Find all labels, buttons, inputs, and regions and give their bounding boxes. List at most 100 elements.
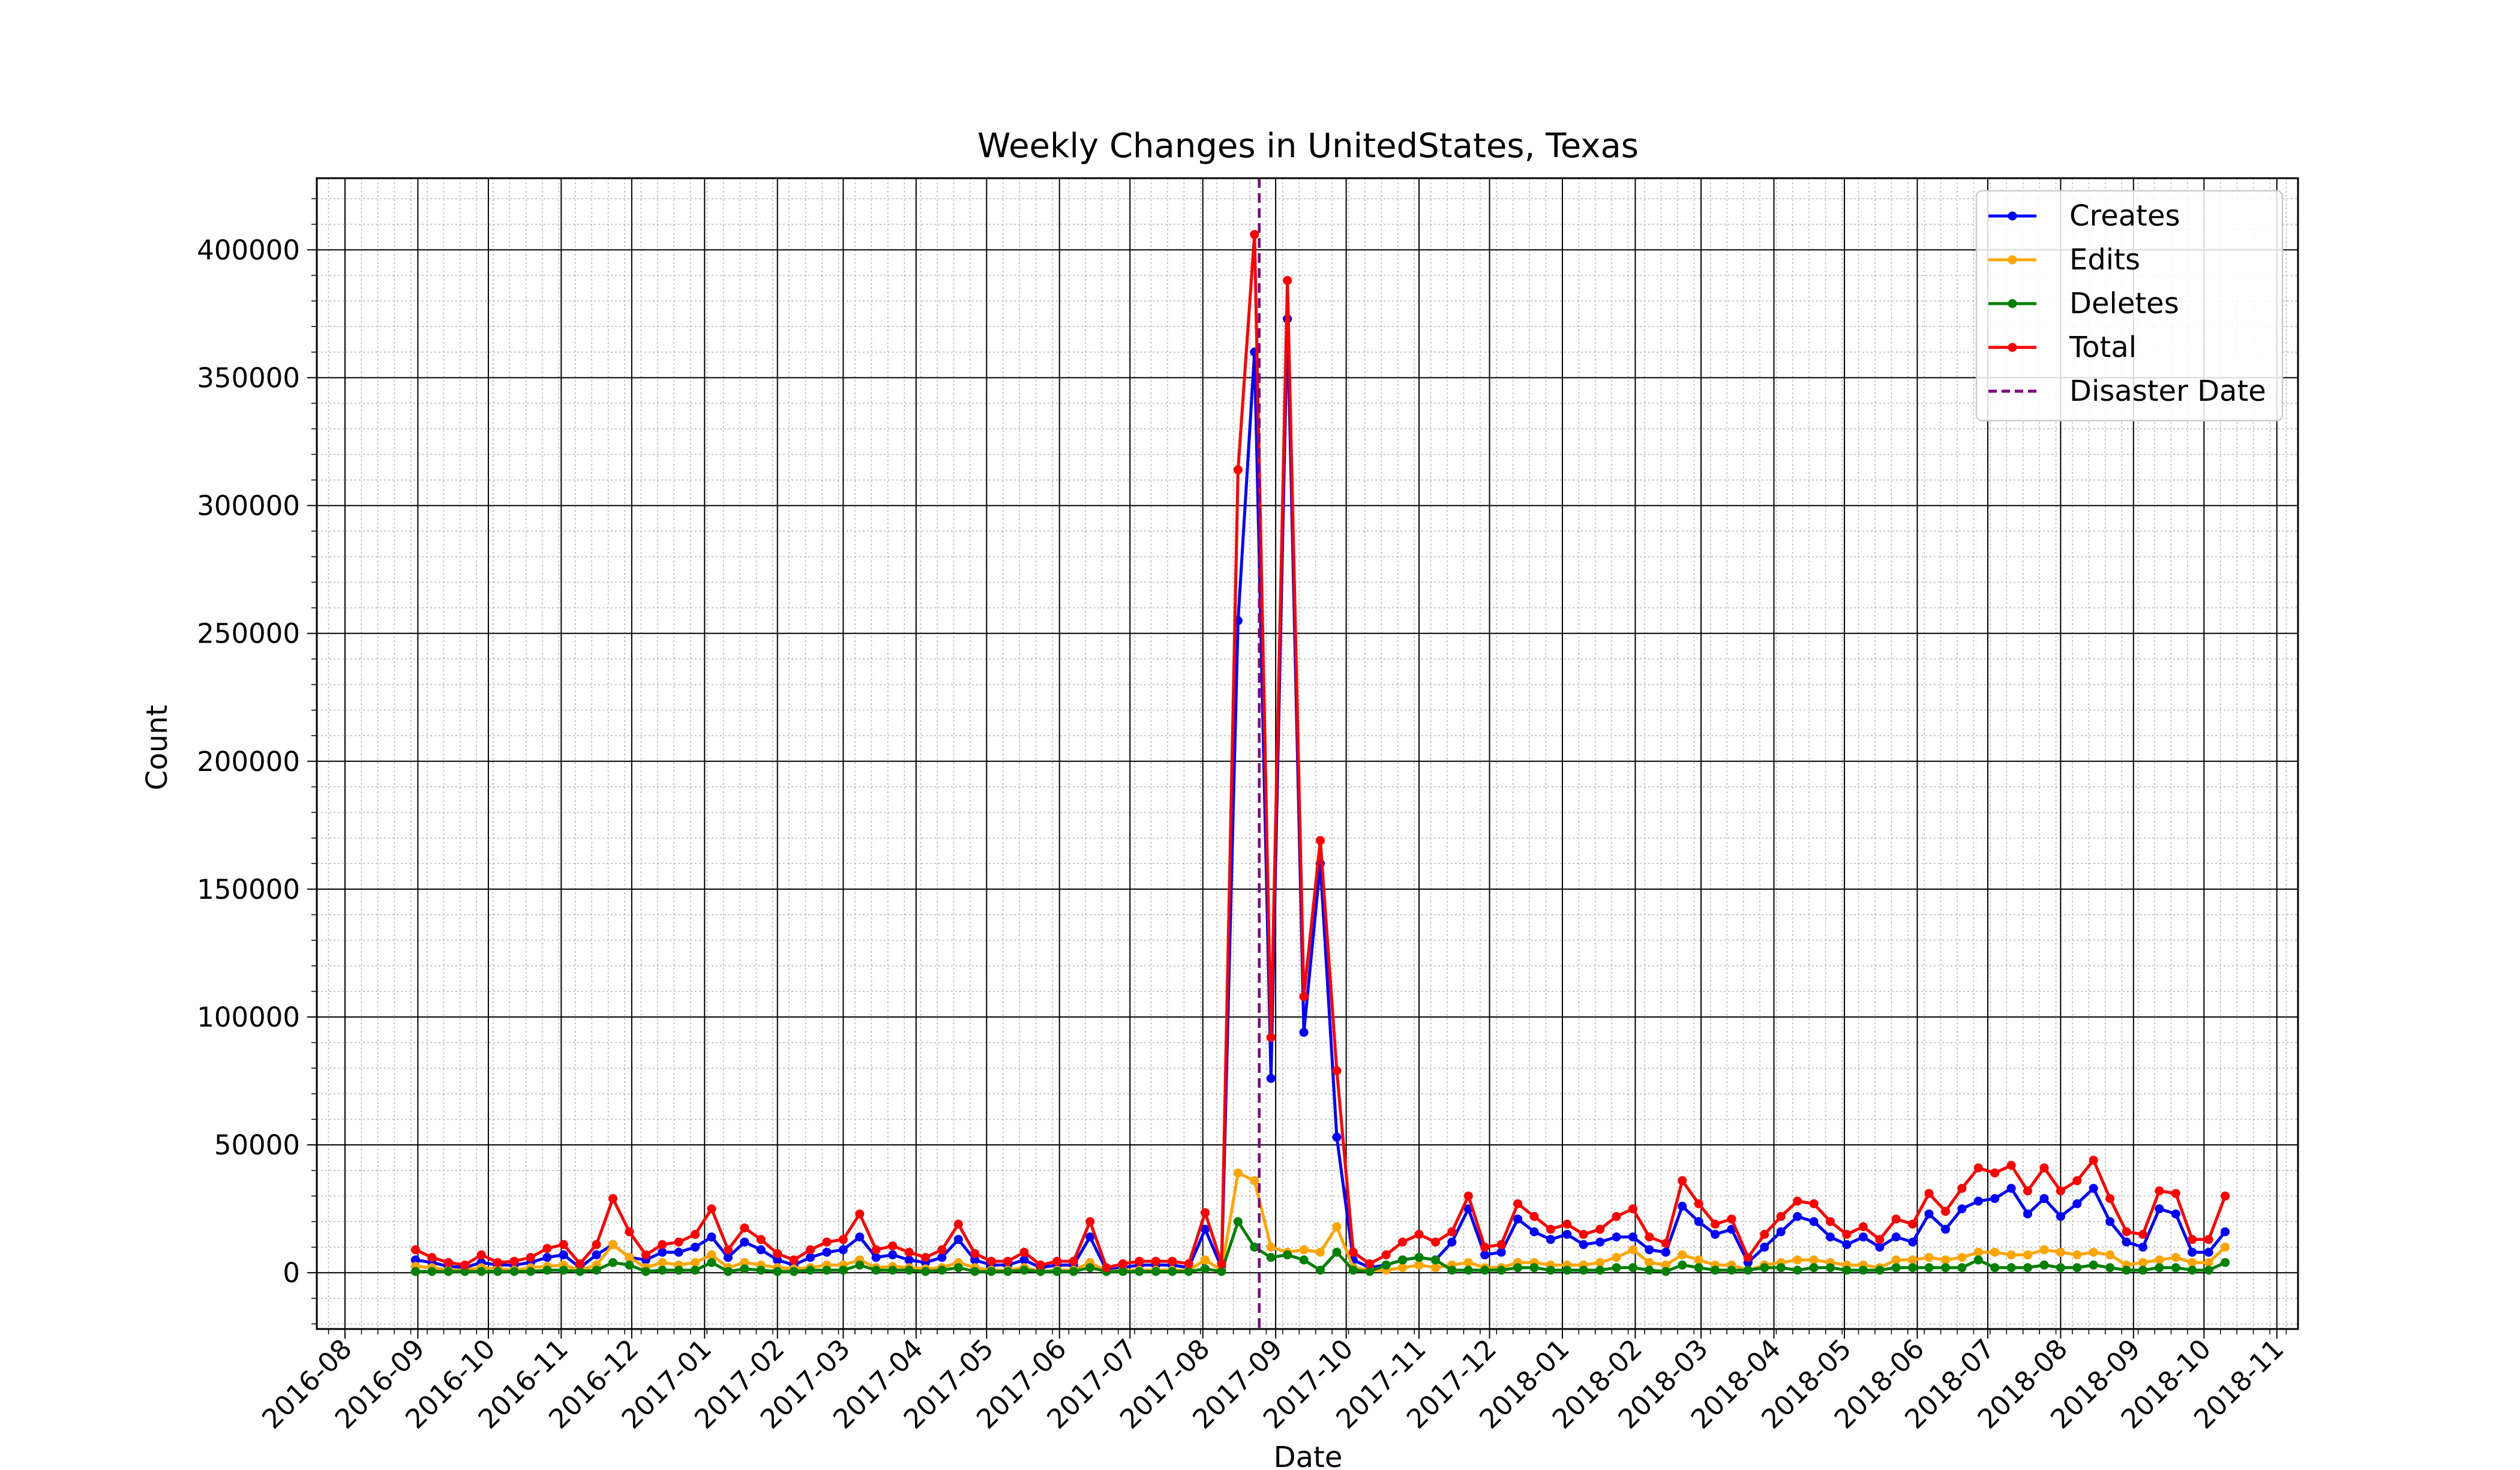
legend-item-total: Total	[1988, 331, 2137, 364]
data-point-total	[625, 1227, 634, 1237]
data-point-total	[443, 1258, 453, 1267]
data-point-deletes	[1069, 1267, 1078, 1276]
data-point-creates	[1019, 1255, 1029, 1265]
data-point-deletes	[1480, 1265, 1490, 1275]
series-deletes	[411, 1217, 2230, 1276]
data-point-deletes	[1085, 1263, 1095, 1273]
data-point-deletes	[2204, 1265, 2213, 1275]
data-point-deletes	[1151, 1267, 1160, 1276]
data-point-deletes	[2023, 1263, 2032, 1273]
data-point-deletes	[1398, 1255, 1408, 1265]
data-point-edits	[1694, 1255, 1703, 1265]
data-point-creates	[1513, 1214, 1523, 1224]
data-point-total	[1431, 1237, 1440, 1247]
data-point-deletes	[1858, 1265, 1868, 1275]
data-point-total	[1694, 1199, 1703, 1208]
y-tick-label: 300000	[197, 490, 300, 522]
data-point-creates	[411, 1255, 420, 1265]
data-point-edits	[2072, 1250, 2082, 1259]
data-point-edits	[1678, 1250, 1687, 1259]
data-point-edits	[1612, 1253, 1621, 1262]
data-point-edits	[2221, 1243, 2230, 1252]
data-point-total	[904, 1247, 914, 1257]
series-total	[411, 230, 2230, 1273]
data-point-deletes	[2072, 1263, 2082, 1273]
data-point-deletes	[1793, 1265, 1802, 1275]
legend-marker-edits	[2008, 255, 2017, 265]
data-point-deletes	[986, 1267, 996, 1276]
data-point-deletes	[608, 1258, 617, 1267]
data-point-total	[1826, 1217, 1835, 1226]
y-tick-label: 350000	[197, 362, 300, 394]
series-layer	[411, 230, 2230, 1276]
data-point-deletes	[1250, 1243, 1259, 1252]
data-point-deletes	[1513, 1263, 1523, 1273]
data-point-edits	[2023, 1250, 2032, 1259]
legend-label-total: Total	[2069, 331, 2137, 364]
data-point-creates	[1826, 1232, 1835, 1242]
data-point-total	[970, 1249, 980, 1258]
legend-marker-total	[2008, 343, 2017, 352]
data-point-deletes	[1941, 1263, 1950, 1273]
data-point-deletes	[1184, 1267, 1193, 1276]
data-point-deletes	[970, 1267, 980, 1276]
data-point-creates	[2122, 1237, 2131, 1247]
data-point-creates	[1875, 1243, 1885, 1252]
data-point-creates	[1332, 1132, 1342, 1142]
data-point-deletes	[1694, 1263, 1703, 1273]
data-point-total	[1711, 1219, 1720, 1229]
data-point-total	[658, 1240, 667, 1249]
data-point-edits	[1628, 1245, 1637, 1255]
data-point-deletes	[1348, 1265, 1358, 1275]
data-point-deletes	[1678, 1260, 1687, 1270]
data-point-edits	[2138, 1258, 2147, 1267]
data-point-deletes	[509, 1267, 519, 1276]
data-point-edits	[2089, 1247, 2098, 1257]
data-point-total	[1283, 276, 1292, 285]
data-point-total	[1381, 1250, 1391, 1259]
data-point-deletes	[724, 1267, 733, 1276]
data-point-total	[1463, 1191, 1473, 1201]
legend-item-creates: Creates	[1988, 199, 2180, 233]
data-point-creates	[740, 1237, 749, 1247]
data-point-deletes	[740, 1264, 749, 1274]
data-point-creates	[1973, 1196, 1983, 1206]
ticks-layer	[307, 198, 2287, 1339]
data-point-creates	[904, 1255, 914, 1265]
data-point-creates	[559, 1250, 568, 1259]
data-point-deletes	[476, 1267, 486, 1276]
data-point-deletes	[2105, 1263, 2115, 1273]
data-point-total	[1036, 1260, 1045, 1270]
legend-label-deletes: Deletes	[2069, 287, 2179, 320]
data-point-deletes	[2221, 1258, 2230, 1267]
data-point-creates	[1299, 1028, 1309, 1037]
data-point-edits	[2006, 1250, 2016, 1259]
data-point-deletes	[1463, 1265, 1473, 1275]
data-point-deletes	[691, 1265, 700, 1275]
data-point-deletes	[1431, 1255, 1440, 1265]
data-point-deletes	[921, 1267, 930, 1276]
data-point-total	[1217, 1259, 1226, 1268]
data-point-deletes	[1217, 1267, 1226, 1276]
data-point-deletes	[1595, 1265, 1605, 1275]
data-point-deletes	[773, 1267, 782, 1276]
data-point-edits	[2171, 1253, 2180, 1262]
data-point-edits	[1316, 1247, 1325, 1257]
data-point-total	[1233, 465, 1243, 475]
data-point-edits	[1431, 1263, 1440, 1273]
series-creates	[411, 314, 2230, 1275]
data-point-deletes	[2188, 1265, 2197, 1275]
data-point-deletes	[953, 1263, 963, 1273]
data-point-total	[559, 1240, 568, 1249]
data-point-edits	[1250, 1176, 1259, 1186]
data-point-edits	[1414, 1260, 1424, 1270]
data-point-total	[1579, 1229, 1588, 1239]
data-point-deletes	[2122, 1265, 2131, 1275]
data-point-edits	[2056, 1247, 2065, 1257]
data-point-total	[773, 1249, 782, 1258]
data-point-total	[1118, 1259, 1127, 1268]
data-point-total	[2105, 1194, 2115, 1204]
series-edits	[411, 1168, 2230, 1276]
data-point-deletes	[1529, 1263, 1539, 1273]
data-point-deletes	[1496, 1265, 1506, 1275]
